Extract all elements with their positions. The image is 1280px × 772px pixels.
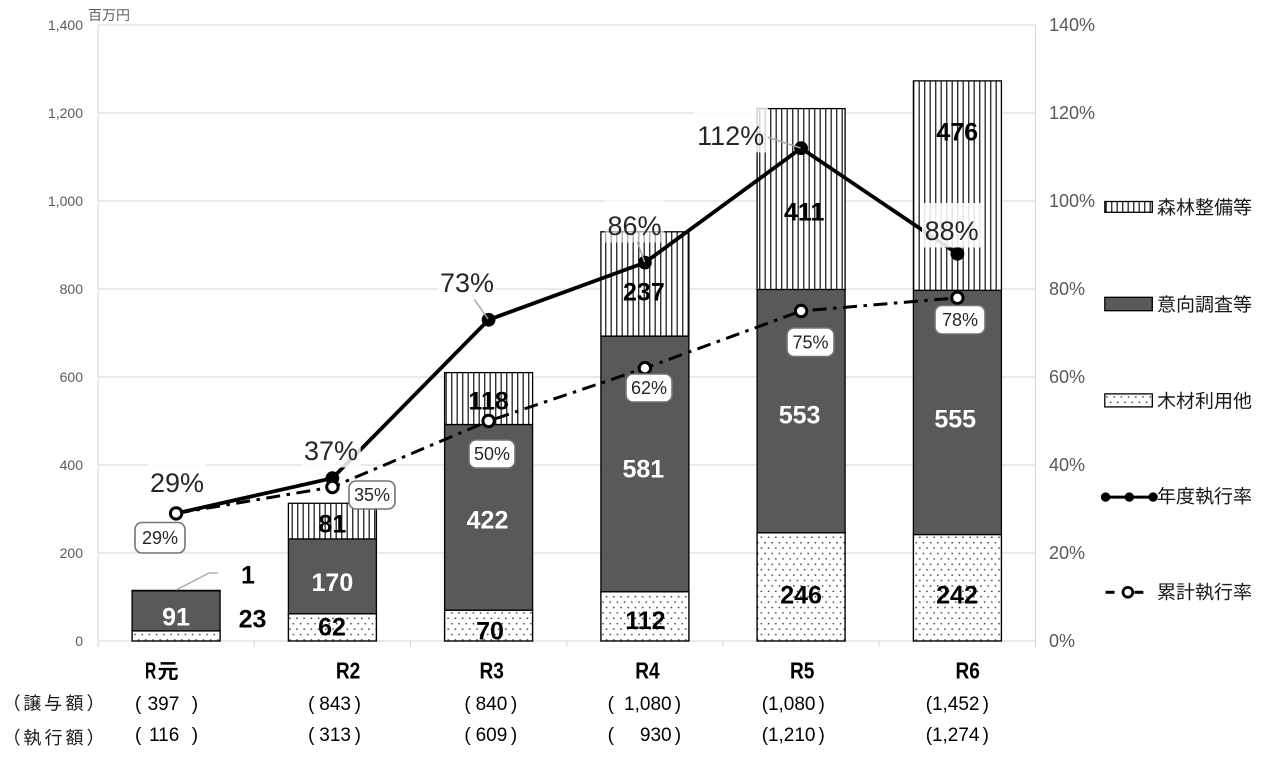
svg-text:(: ( xyxy=(308,725,315,746)
svg-text:): ) xyxy=(675,694,681,715)
svg-text:(: ( xyxy=(135,725,142,746)
svg-text:): ) xyxy=(355,725,361,746)
svg-text:1,274: 1,274 xyxy=(932,725,980,746)
svg-text:1,080: 1,080 xyxy=(624,694,672,715)
svg-text:(: ( xyxy=(608,694,615,715)
svg-text:553: 553 xyxy=(779,401,821,429)
svg-text:): ) xyxy=(983,694,989,715)
svg-text:246: 246 xyxy=(780,582,822,610)
svg-text:(: ( xyxy=(135,694,142,715)
svg-text:(: ( xyxy=(308,694,315,715)
svg-text:120%: 120% xyxy=(1049,103,1095,123)
svg-text:930: 930 xyxy=(640,725,672,746)
svg-text:62: 62 xyxy=(318,613,346,641)
svg-text:600: 600 xyxy=(60,369,84,385)
svg-text:843: 843 xyxy=(319,694,351,715)
svg-text:R6: R6 xyxy=(956,658,980,684)
svg-text:R2: R2 xyxy=(336,658,360,684)
svg-text:400: 400 xyxy=(60,457,84,473)
svg-text:): ) xyxy=(192,725,198,746)
svg-text:): ) xyxy=(819,725,825,746)
svg-text:R3: R3 xyxy=(480,658,504,684)
svg-text:242: 242 xyxy=(936,582,978,610)
svg-text:422: 422 xyxy=(467,507,509,535)
svg-text:1,210: 1,210 xyxy=(768,725,816,746)
svg-text:140%: 140% xyxy=(1049,15,1095,35)
svg-text:): ) xyxy=(983,725,989,746)
svg-text:581: 581 xyxy=(622,455,664,483)
svg-text:0%: 0% xyxy=(1049,631,1075,651)
svg-text:70: 70 xyxy=(476,617,504,645)
svg-text:100%: 100% xyxy=(1049,191,1095,211)
svg-text:118: 118 xyxy=(468,387,508,415)
svg-text:R4: R4 xyxy=(635,658,660,684)
svg-text:29%: 29% xyxy=(150,468,204,498)
svg-text:80%: 80% xyxy=(1049,279,1085,299)
svg-text:62%: 62% xyxy=(631,378,667,398)
svg-text:78%: 78% xyxy=(942,310,978,330)
svg-text:(: ( xyxy=(464,725,471,746)
svg-text:75%: 75% xyxy=(792,332,828,352)
svg-text:20%: 20% xyxy=(1049,543,1085,563)
svg-text:200: 200 xyxy=(60,545,84,561)
svg-text:313: 313 xyxy=(319,725,351,746)
svg-text:88%: 88% xyxy=(925,216,979,246)
svg-text:): ) xyxy=(819,694,825,715)
svg-text:29%: 29% xyxy=(142,528,178,548)
svg-text:800: 800 xyxy=(60,281,84,297)
svg-text:397: 397 xyxy=(148,694,180,715)
svg-text:1,452: 1,452 xyxy=(932,694,980,715)
svg-text:116: 116 xyxy=(149,725,179,746)
svg-text:40%: 40% xyxy=(1049,455,1085,475)
svg-text:(: ( xyxy=(608,725,615,746)
svg-text:): ) xyxy=(192,694,198,715)
svg-text:R: R xyxy=(145,658,156,684)
svg-text:476: 476 xyxy=(936,119,978,147)
svg-text:23: 23 xyxy=(239,606,267,634)
svg-text:60%: 60% xyxy=(1049,367,1085,387)
svg-text:0: 0 xyxy=(75,633,83,649)
svg-text:R5: R5 xyxy=(790,658,815,684)
svg-text:112: 112 xyxy=(625,607,665,635)
svg-text:1,400: 1,400 xyxy=(48,17,83,33)
svg-text:840: 840 xyxy=(476,694,508,715)
svg-text:73%: 73% xyxy=(440,268,494,298)
svg-text:1: 1 xyxy=(241,562,255,590)
svg-text:411: 411 xyxy=(784,199,824,227)
svg-text:91: 91 xyxy=(162,603,190,631)
svg-text:): ) xyxy=(675,725,681,746)
svg-text:37%: 37% xyxy=(304,436,358,466)
svg-text:555: 555 xyxy=(934,406,976,434)
svg-text:): ) xyxy=(511,694,517,715)
svg-text:170: 170 xyxy=(312,569,354,597)
svg-text:1,080: 1,080 xyxy=(768,694,816,715)
svg-text:237: 237 xyxy=(623,278,665,306)
svg-text:): ) xyxy=(355,694,361,715)
svg-text:(: ( xyxy=(464,694,471,715)
svg-text:112%: 112% xyxy=(697,121,764,151)
svg-text:35%: 35% xyxy=(354,485,390,505)
svg-text:50%: 50% xyxy=(474,444,510,464)
svg-text:): ) xyxy=(511,725,517,746)
svg-text:81: 81 xyxy=(318,511,346,539)
svg-text:1,200: 1,200 xyxy=(48,105,83,121)
svg-text:1,000: 1,000 xyxy=(48,193,83,209)
svg-text:609: 609 xyxy=(476,725,508,746)
svg-text:86%: 86% xyxy=(607,211,661,241)
